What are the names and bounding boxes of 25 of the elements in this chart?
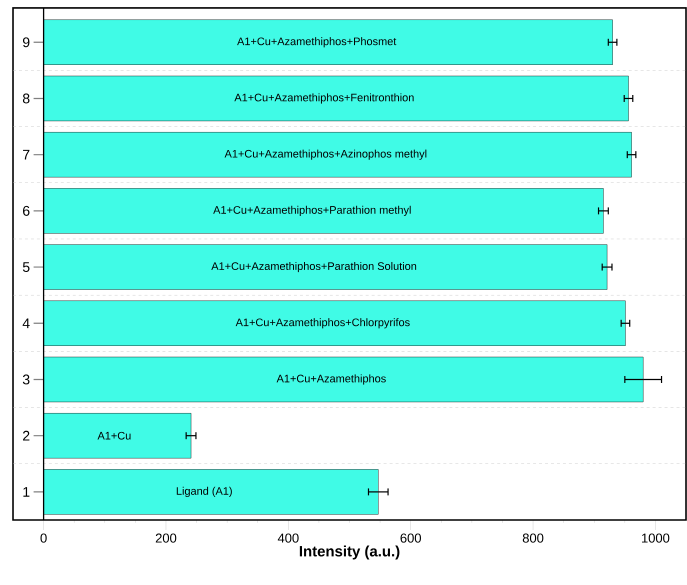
annotation: A1+Cu+Azamethiphos [276, 374, 386, 385]
annotation: A1+Cu [97, 432, 131, 440]
x-tick-label: 400 [278, 534, 299, 543]
y-tick-label: 7 [23, 150, 30, 160]
y-tick-label: 5 [22, 262, 30, 272]
x-tick-label: 0 [40, 534, 47, 543]
y-tick-label: 8 [22, 94, 30, 104]
annotation: A1+Cu+Azamethiphos+Phosmet [237, 37, 396, 48]
x-tick-label: 1000 [642, 534, 670, 543]
y-tick-label: 9 [22, 37, 30, 48]
x-tick-label: 800 [522, 534, 544, 543]
annotation: A1+Cu+Azamethiphos+Parathion Solution [211, 262, 416, 272]
annotation: A1+Cu+Azamethiphos+Chlorpyrifos [236, 318, 410, 328]
x-tick-label: 600 [400, 534, 421, 543]
annotation: A1+Cu+Azamethiphos+Azinophos methyl [224, 150, 426, 160]
x-tick-label: 200 [156, 534, 176, 543]
y-tick-label: 6 [23, 206, 30, 216]
annotation: Ligand (A1) [176, 486, 232, 497]
y-tick-label: 4 [22, 318, 30, 328]
annotation: A1+Cu+Azamethiphos+Fenitronthion [234, 93, 414, 104]
x-axis-title: Intensity (a.u.) [300, 546, 400, 560]
annotation: A1+Cu+Azamethiphos+Parathion methyl [213, 206, 411, 216]
y-tick-label: 3 [22, 374, 30, 384]
y-tick-label: 2 [23, 430, 30, 441]
y-tick-label: 1 [23, 487, 30, 497]
